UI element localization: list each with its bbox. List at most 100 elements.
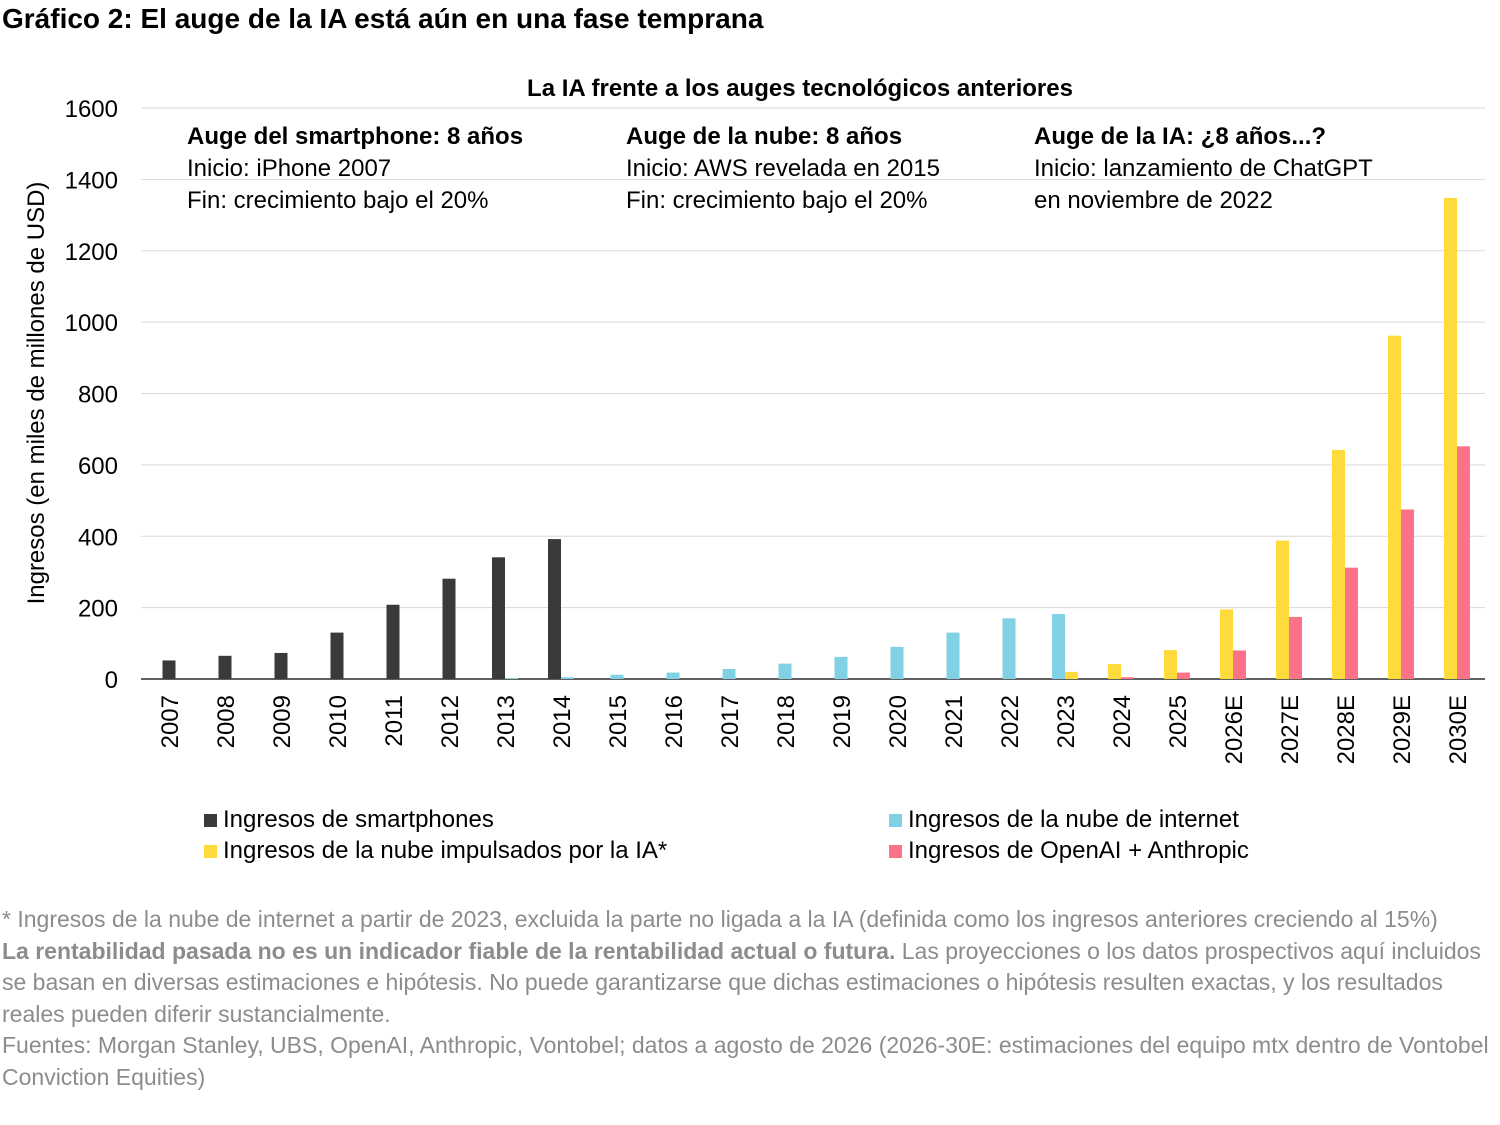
bar bbox=[1002, 618, 1016, 679]
legend-label: Ingresos de la nube de internet bbox=[908, 806, 1239, 833]
y-tick-label: 1400 bbox=[65, 167, 118, 194]
x-tick-label: 2008 bbox=[213, 695, 240, 748]
x-tick-label: 2025 bbox=[1165, 695, 1192, 748]
bar-chart: La IA frente a los auges tecnológicos an… bbox=[23, 75, 1485, 764]
x-tick-label: 2021 bbox=[941, 695, 968, 748]
legend-label: Ingresos de la nube impulsados por la IA… bbox=[223, 837, 668, 864]
annotation-ai: Auge de la IA: ¿8 años...? Inicio: lanza… bbox=[1034, 123, 1373, 214]
legend-swatch bbox=[204, 813, 217, 827]
bar bbox=[1108, 664, 1121, 679]
y-tick-label: 1600 bbox=[65, 96, 118, 123]
bar bbox=[1276, 540, 1289, 679]
x-tick-label: 2014 bbox=[549, 695, 576, 748]
gridlines bbox=[141, 107, 1485, 680]
x-tick-label: 2019 bbox=[829, 695, 856, 748]
bar bbox=[834, 656, 848, 679]
bar bbox=[442, 578, 456, 679]
bar bbox=[1289, 616, 1302, 679]
x-tick-label: 2013 bbox=[493, 695, 520, 748]
bar bbox=[218, 655, 232, 679]
bar bbox=[946, 632, 960, 679]
bar bbox=[890, 646, 904, 679]
annotation-line: Inicio: lanzamiento de ChatGPT bbox=[1034, 155, 1373, 182]
annotation-line: Inicio: AWS revelada en 2015 bbox=[626, 155, 940, 182]
x-tick-label: 2010 bbox=[325, 695, 352, 748]
disclaimer-text: Las proyecciones o los datos prospectivo… bbox=[2, 937, 1481, 1027]
bar bbox=[492, 557, 505, 679]
x-tick-label: 2029E bbox=[1389, 695, 1416, 764]
bar bbox=[505, 678, 518, 679]
legend-item-ai-cloud: Ingresos de la nube impulsados por la IA… bbox=[204, 837, 667, 865]
x-tick-label: 2022 bbox=[997, 695, 1024, 748]
y-axis-label: Ingresos (en miles de millones de USD) bbox=[23, 182, 50, 605]
x-tick-label: 2027E bbox=[1277, 695, 1304, 764]
legend-item-smartphones: Ingresos de smartphones bbox=[204, 806, 494, 834]
legend-item-internet-cloud: Ingresos de la nube de internet bbox=[889, 806, 1239, 834]
legend-swatch bbox=[204, 844, 217, 858]
bar bbox=[1052, 614, 1065, 679]
x-tick-label: 2028E bbox=[1333, 695, 1360, 764]
sources-note: Fuentes: Morgan Stanley, UBS, OpenAI, An… bbox=[2, 1032, 1489, 1090]
annotation-smartphone: Auge del smartphone: 8 años Inicio: iPho… bbox=[187, 123, 523, 214]
x-tick-label: 2026E bbox=[1221, 695, 1248, 764]
bar bbox=[274, 652, 288, 679]
x-tick-label: 2017 bbox=[717, 695, 744, 748]
footnotes: * Ingresos de la nube de internet a part… bbox=[2, 904, 1492, 1093]
bar bbox=[1388, 335, 1401, 679]
bar bbox=[666, 672, 680, 679]
y-tick-label: 0 bbox=[105, 667, 118, 694]
annotation-heading: Auge de la IA: ¿8 años...? bbox=[1034, 123, 1326, 150]
y-tick-label: 200 bbox=[78, 596, 118, 623]
annotation-line: en noviembre de 2022 bbox=[1034, 187, 1273, 214]
bar bbox=[1345, 567, 1358, 679]
legend-label: Ingresos de smartphones bbox=[223, 806, 494, 833]
y-tick-label: 800 bbox=[78, 382, 118, 409]
x-axis-ticks: 2007 2008 2009 2010 2011 2012 2013 2014 2015 2016… bbox=[157, 695, 1472, 764]
annotation-cloud: Auge de la nube: 8 años Inicio: AWS reve… bbox=[626, 123, 940, 214]
bar bbox=[330, 632, 344, 679]
chart-title: La IA frente a los auges tecnológicos an… bbox=[527, 75, 1073, 102]
bar bbox=[722, 669, 736, 679]
annotation-line: Inicio: iPhone 2007 bbox=[187, 155, 391, 182]
disclaimer: La rentabilidad pasada no es un indicado… bbox=[2, 936, 1492, 1031]
legend-swatch bbox=[889, 813, 902, 827]
bar bbox=[386, 604, 400, 679]
x-tick-label: 2030E bbox=[1445, 695, 1472, 764]
x-tick-label: 2015 bbox=[605, 695, 632, 748]
bar bbox=[1233, 650, 1246, 679]
legend-swatch bbox=[889, 844, 902, 858]
bar bbox=[1164, 650, 1177, 679]
x-tick-label: 2012 bbox=[437, 695, 464, 748]
annotation-line: Fin: crecimiento bajo el 20% bbox=[626, 187, 927, 214]
bar bbox=[778, 663, 792, 679]
bar bbox=[1121, 677, 1134, 679]
bar bbox=[1444, 197, 1457, 679]
x-tick-label: 2018 bbox=[773, 695, 800, 748]
x-tick-label: 2024 bbox=[1109, 695, 1136, 748]
bar bbox=[1220, 609, 1233, 679]
x-tick-label: 2011 bbox=[381, 695, 408, 747]
legend-label: Ingresos de OpenAI + Anthropic bbox=[908, 837, 1249, 864]
annotations: Auge del smartphone: 8 años Inicio: iPho… bbox=[187, 123, 1373, 214]
bar bbox=[1065, 671, 1078, 679]
y-axis-ticks: 0 200 400 600 800 1000 1200 1400 1600 bbox=[65, 96, 118, 694]
x-tick-label: 2016 bbox=[661, 695, 688, 748]
bar bbox=[1332, 449, 1345, 679]
annotation-line: Fin: crecimiento bajo el 20% bbox=[187, 187, 488, 214]
bar bbox=[561, 677, 574, 679]
x-tick-label: 2007 bbox=[157, 695, 184, 748]
x-tick-label: 2023 bbox=[1053, 695, 1080, 748]
bar bbox=[610, 674, 624, 679]
bar bbox=[1457, 446, 1470, 679]
bar bbox=[1177, 672, 1190, 679]
bars bbox=[162, 197, 1470, 679]
x-tick-label: 2009 bbox=[269, 695, 296, 748]
legend-item-openai-anthropic: Ingresos de OpenAI + Anthropic bbox=[889, 837, 1249, 865]
y-tick-label: 1000 bbox=[65, 310, 118, 337]
y-tick-label: 1200 bbox=[65, 239, 118, 266]
annotation-heading: Auge de la nube: 8 años bbox=[626, 123, 902, 150]
asterisk-note: * Ingresos de la nube de internet a part… bbox=[2, 906, 1438, 932]
page-title: Gráfico 2: El auge de la IA está aún en … bbox=[2, 3, 764, 34]
bar bbox=[162, 660, 176, 679]
y-tick-label: 400 bbox=[78, 524, 118, 551]
